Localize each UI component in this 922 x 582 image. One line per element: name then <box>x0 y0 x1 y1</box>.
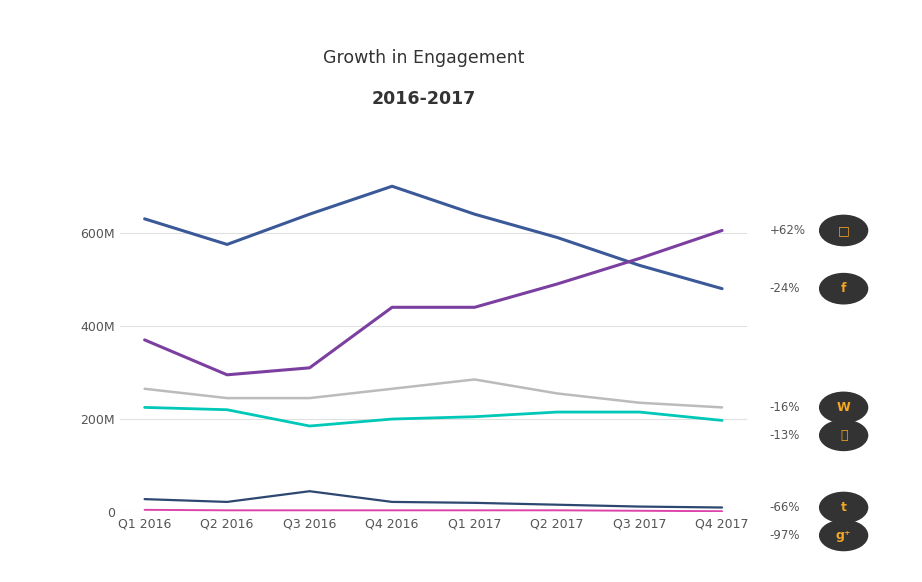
Text: ⭐: ⭐ <box>840 429 847 442</box>
Text: □: □ <box>838 224 849 237</box>
Text: -24%: -24% <box>770 282 800 295</box>
Text: -97%: -97% <box>770 529 800 542</box>
Text: +62%: +62% <box>770 224 806 237</box>
Text: t: t <box>841 501 846 514</box>
Text: 2016-2017: 2016-2017 <box>372 90 477 108</box>
Text: f: f <box>841 282 846 295</box>
Text: Growth in Engagement: Growth in Engagement <box>324 49 525 67</box>
Text: W: W <box>837 401 850 414</box>
Text: -13%: -13% <box>770 429 800 442</box>
Text: g⁺: g⁺ <box>836 529 851 542</box>
Text: -16%: -16% <box>770 401 800 414</box>
Text: -66%: -66% <box>770 501 800 514</box>
